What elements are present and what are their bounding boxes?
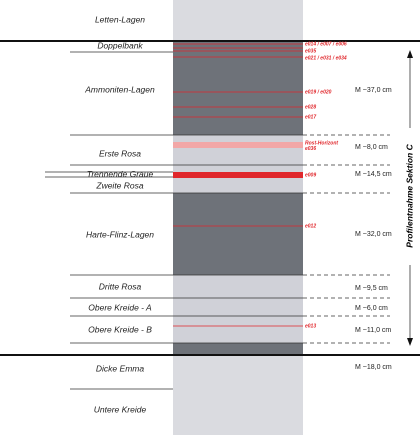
sample-label: e021 / e031 / e034: [305, 55, 347, 61]
measurement: M ~9,5 cm: [355, 285, 388, 292]
layer-label: Untere Kreide: [94, 404, 147, 414]
layer-label: Harte-Flinz-Lagen: [86, 229, 154, 239]
layer-label: Ammoniten-Lagen: [84, 84, 155, 94]
layer-label: Obere Kreide - A: [88, 302, 152, 312]
sample-label: e012: [305, 223, 316, 229]
sample-label: e014 / e007 / e006: [305, 41, 347, 47]
sample-label: e017: [305, 114, 316, 120]
layer-label: Dritte Rosa: [99, 281, 142, 291]
layer-label: Doppelbank: [97, 40, 143, 50]
measurement: M ~11,0 cm: [355, 327, 391, 334]
sample-label: e035: [305, 48, 316, 54]
layer-label: Letten-Lagen: [95, 14, 145, 24]
measurement: M ~8,0 cm: [355, 144, 388, 151]
layer-label: Erste Rosa: [99, 148, 141, 158]
sample-label: Rost-Horizont: [305, 140, 338, 146]
sample-label: e009: [305, 172, 316, 178]
measurement: M ~37,0 cm: [355, 87, 392, 94]
sample-label: e036: [305, 146, 316, 152]
section-arrow: [407, 50, 413, 346]
section-label: Profilentnahme Sektion C: [404, 143, 414, 247]
sample-label: e013: [305, 323, 316, 329]
layer-label: Trennende Graue: [87, 169, 154, 179]
layer-label: Zweite Rosa: [95, 180, 144, 190]
measurement: M ~18,0 cm: [355, 364, 392, 371]
column: [173, 0, 303, 435]
measurement: M ~32,0 cm: [355, 231, 392, 238]
layer-label: Dicke Emma: [96, 363, 144, 373]
measurement: M ~6,0 cm: [355, 305, 388, 312]
layer-label: Obere Kreide - B: [88, 324, 152, 334]
boundaries: [0, 40, 420, 390]
sample-label: e019 / e020: [305, 89, 332, 95]
measurement: M ~14,5 cm: [355, 171, 392, 178]
sample-label: e028: [305, 104, 316, 110]
